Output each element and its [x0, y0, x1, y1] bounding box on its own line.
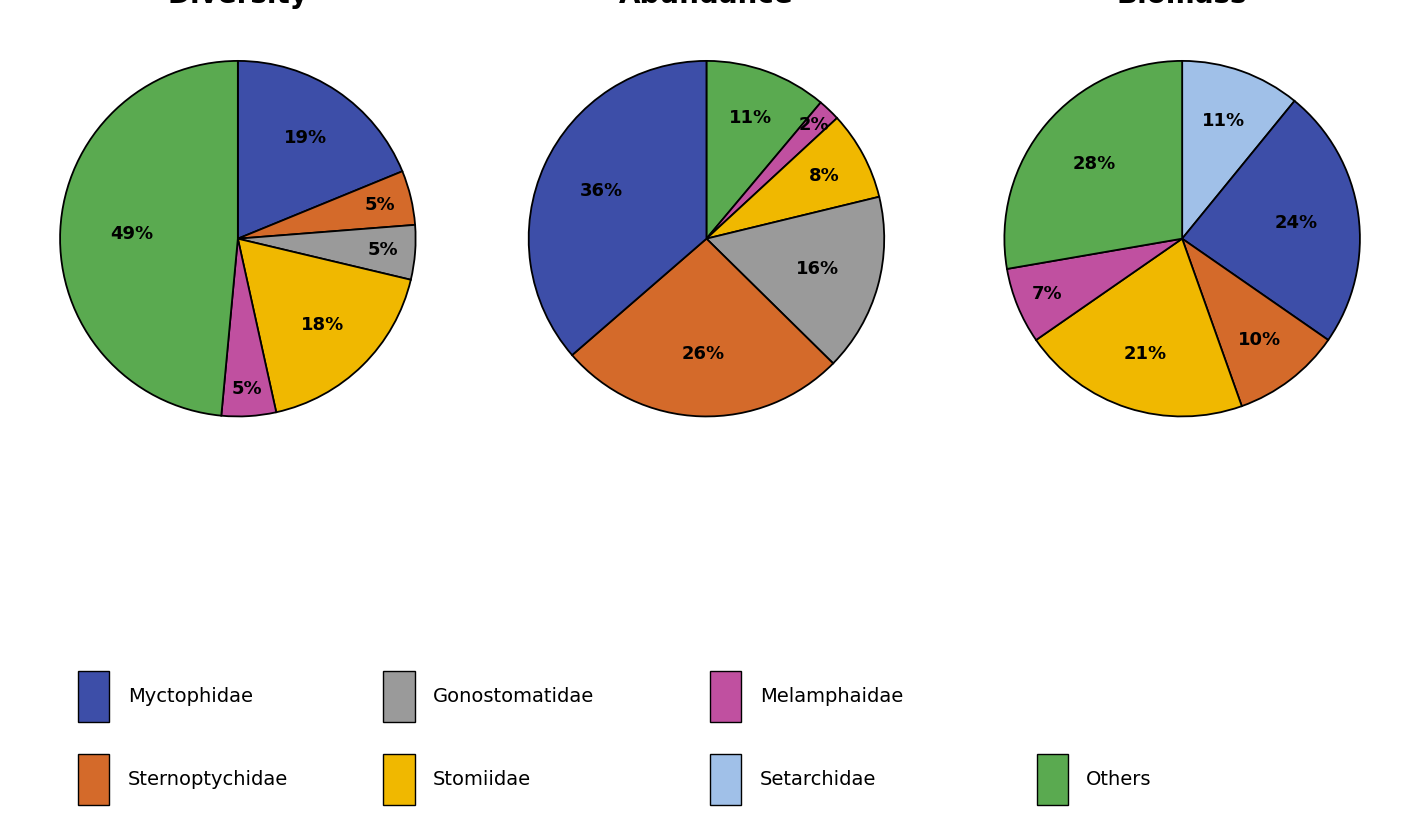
Text: 10%: 10% — [1238, 332, 1281, 349]
Text: 8%: 8% — [808, 167, 839, 184]
Text: 5%: 5% — [231, 380, 263, 398]
Bar — [78, 754, 109, 805]
Wedge shape — [572, 239, 834, 416]
Wedge shape — [706, 61, 821, 239]
Title: Diversity: Diversity — [168, 0, 308, 8]
Bar — [78, 671, 109, 722]
Wedge shape — [1004, 61, 1183, 269]
Text: 5%: 5% — [365, 196, 395, 214]
Bar — [383, 754, 415, 805]
Wedge shape — [1037, 239, 1242, 416]
Wedge shape — [528, 61, 707, 355]
Text: Sternoptychidae: Sternoptychidae — [128, 770, 288, 789]
Text: 49%: 49% — [109, 225, 153, 243]
Text: 19%: 19% — [284, 129, 327, 147]
Wedge shape — [707, 197, 885, 364]
Text: 5%: 5% — [368, 241, 399, 259]
Text: Melamphaidae: Melamphaidae — [760, 686, 903, 706]
Wedge shape — [1183, 101, 1360, 340]
Text: 16%: 16% — [797, 260, 839, 278]
Text: 11%: 11% — [1203, 113, 1245, 131]
Wedge shape — [237, 61, 402, 239]
Text: Others: Others — [1086, 770, 1152, 789]
Text: Stomiidae: Stomiidae — [433, 770, 531, 789]
Text: 28%: 28% — [1072, 156, 1115, 174]
Wedge shape — [707, 103, 836, 239]
Text: Myctophidae: Myctophidae — [128, 686, 253, 706]
Wedge shape — [239, 239, 410, 412]
Text: 2%: 2% — [799, 116, 829, 134]
Text: 21%: 21% — [1123, 345, 1167, 363]
Wedge shape — [239, 225, 416, 280]
Wedge shape — [1181, 61, 1295, 239]
Title: Biomass: Biomass — [1118, 0, 1247, 8]
Wedge shape — [1183, 239, 1328, 406]
Text: 24%: 24% — [1275, 213, 1318, 231]
Text: 26%: 26% — [682, 345, 724, 363]
Wedge shape — [239, 171, 415, 239]
Bar — [710, 671, 741, 722]
Text: 18%: 18% — [301, 316, 344, 334]
Title: Abundance: Abundance — [619, 0, 794, 8]
Text: 7%: 7% — [1032, 285, 1062, 303]
Wedge shape — [1007, 239, 1183, 340]
Bar — [710, 754, 741, 805]
Text: Gonostomatidae: Gonostomatidae — [433, 686, 595, 706]
Bar — [1037, 754, 1068, 805]
Text: 11%: 11% — [728, 109, 772, 128]
Bar — [383, 671, 415, 722]
Wedge shape — [707, 118, 879, 239]
Text: Setarchidae: Setarchidae — [760, 770, 876, 789]
Text: 36%: 36% — [579, 182, 623, 200]
Wedge shape — [60, 61, 239, 416]
Wedge shape — [222, 239, 277, 416]
